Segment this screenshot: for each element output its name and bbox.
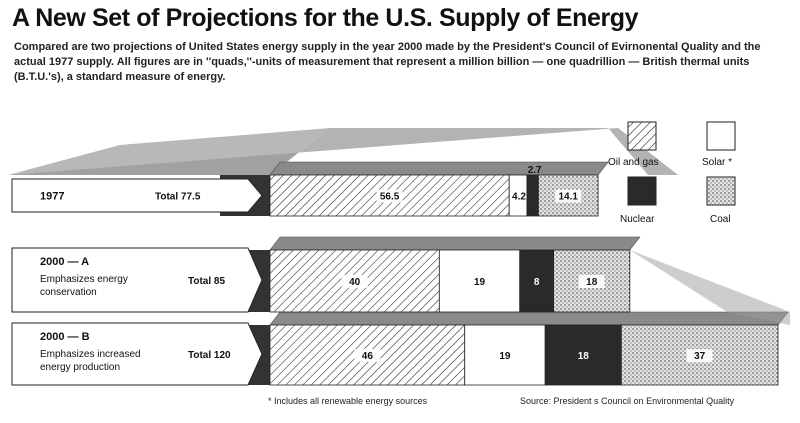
data-label-bg: [578, 275, 605, 288]
legend-label-oil-and-gas: Oil and gas: [608, 157, 659, 168]
data-label-bg: [555, 189, 582, 203]
row-label-arrow: [11, 322, 263, 386]
roof-fan-left: [8, 128, 330, 175]
legend-label-nuclear: Nuclear: [620, 214, 655, 225]
chart-subtitle: Compared are two projections of United S…: [14, 41, 761, 83]
data-label-solar: 19: [474, 277, 486, 288]
row-label-arrow: [11, 247, 263, 313]
legend-swatch-nuclear: [627, 176, 657, 206]
data-label-solar: 19: [499, 351, 511, 362]
bar-coal: [537, 174, 599, 217]
data-label-bg: [491, 349, 518, 362]
projection-shade: [629, 250, 790, 325]
data-label-bg: [523, 275, 550, 288]
legend-swatch-coal: [706, 176, 736, 206]
data-label-nuclear: 18: [578, 351, 590, 362]
data-label-nuclear: 2.7: [528, 165, 542, 176]
slab-top: [269, 161, 609, 176]
row-label-description: Emphasizes increased: [40, 349, 141, 360]
row-label-description: Emphasizes energy: [40, 274, 128, 285]
data-label-bg: [376, 189, 403, 203]
legend-label-solar: Solar *: [702, 157, 732, 168]
data-label-nuclear: 8: [534, 277, 540, 288]
row-label-total: Total 120: [188, 350, 231, 361]
data-label-oil-and-gas: 40: [349, 277, 361, 288]
row-label-arrow: [11, 178, 263, 213]
row-label-year: 1977: [40, 191, 64, 203]
data-label-coal: 37: [694, 351, 706, 362]
data-label-oil-and-gas: 46: [362, 351, 374, 362]
row-label-total: Total 85: [188, 276, 225, 287]
data-label-bg: [354, 349, 381, 362]
data-label-bg: [686, 349, 713, 362]
row-label-year: 2000 — A: [40, 256, 89, 268]
data-label-solar: 4.2: [512, 192, 526, 203]
legend-swatch-solar: [706, 121, 736, 151]
legend-label-coal: Coal: [710, 214, 731, 225]
data-label-bg: [466, 275, 493, 288]
row-label-description: energy production: [40, 362, 120, 373]
data-label-oil-and-gas: 56.5: [380, 192, 400, 203]
row-labels-group: 1977 Total 77.5 2000 — A Emphasizes energy c…: [11, 178, 263, 386]
row-label-total: Total 77.5: [155, 192, 201, 203]
bar-nuclear: [526, 174, 539, 217]
data-label-bg: [341, 275, 368, 288]
legend: Oil and gas Solar * Nuclear Coal: [608, 121, 736, 225]
source-note: Source: President s Council on Environme…: [520, 396, 735, 406]
row-label-year: 2000 — B: [40, 331, 90, 343]
slab-top: [269, 311, 789, 326]
data-label-bg: [570, 349, 597, 362]
bars-group: 56.5 4.2 2.7 14.1 40 19 8 18 46 19 18 37: [269, 165, 779, 386]
footnote: * Includes all renewable energy sources: [268, 396, 428, 406]
chart-title: A New Set of Projections for the U.S. Su…: [12, 4, 639, 32]
row-label-description: conservation: [40, 287, 97, 298]
data-label-coal: 14.1: [559, 192, 579, 203]
slab-top: [269, 236, 641, 251]
data-label-coal: 18: [586, 277, 598, 288]
legend-swatch-oil-and-gas: [627, 121, 657, 151]
